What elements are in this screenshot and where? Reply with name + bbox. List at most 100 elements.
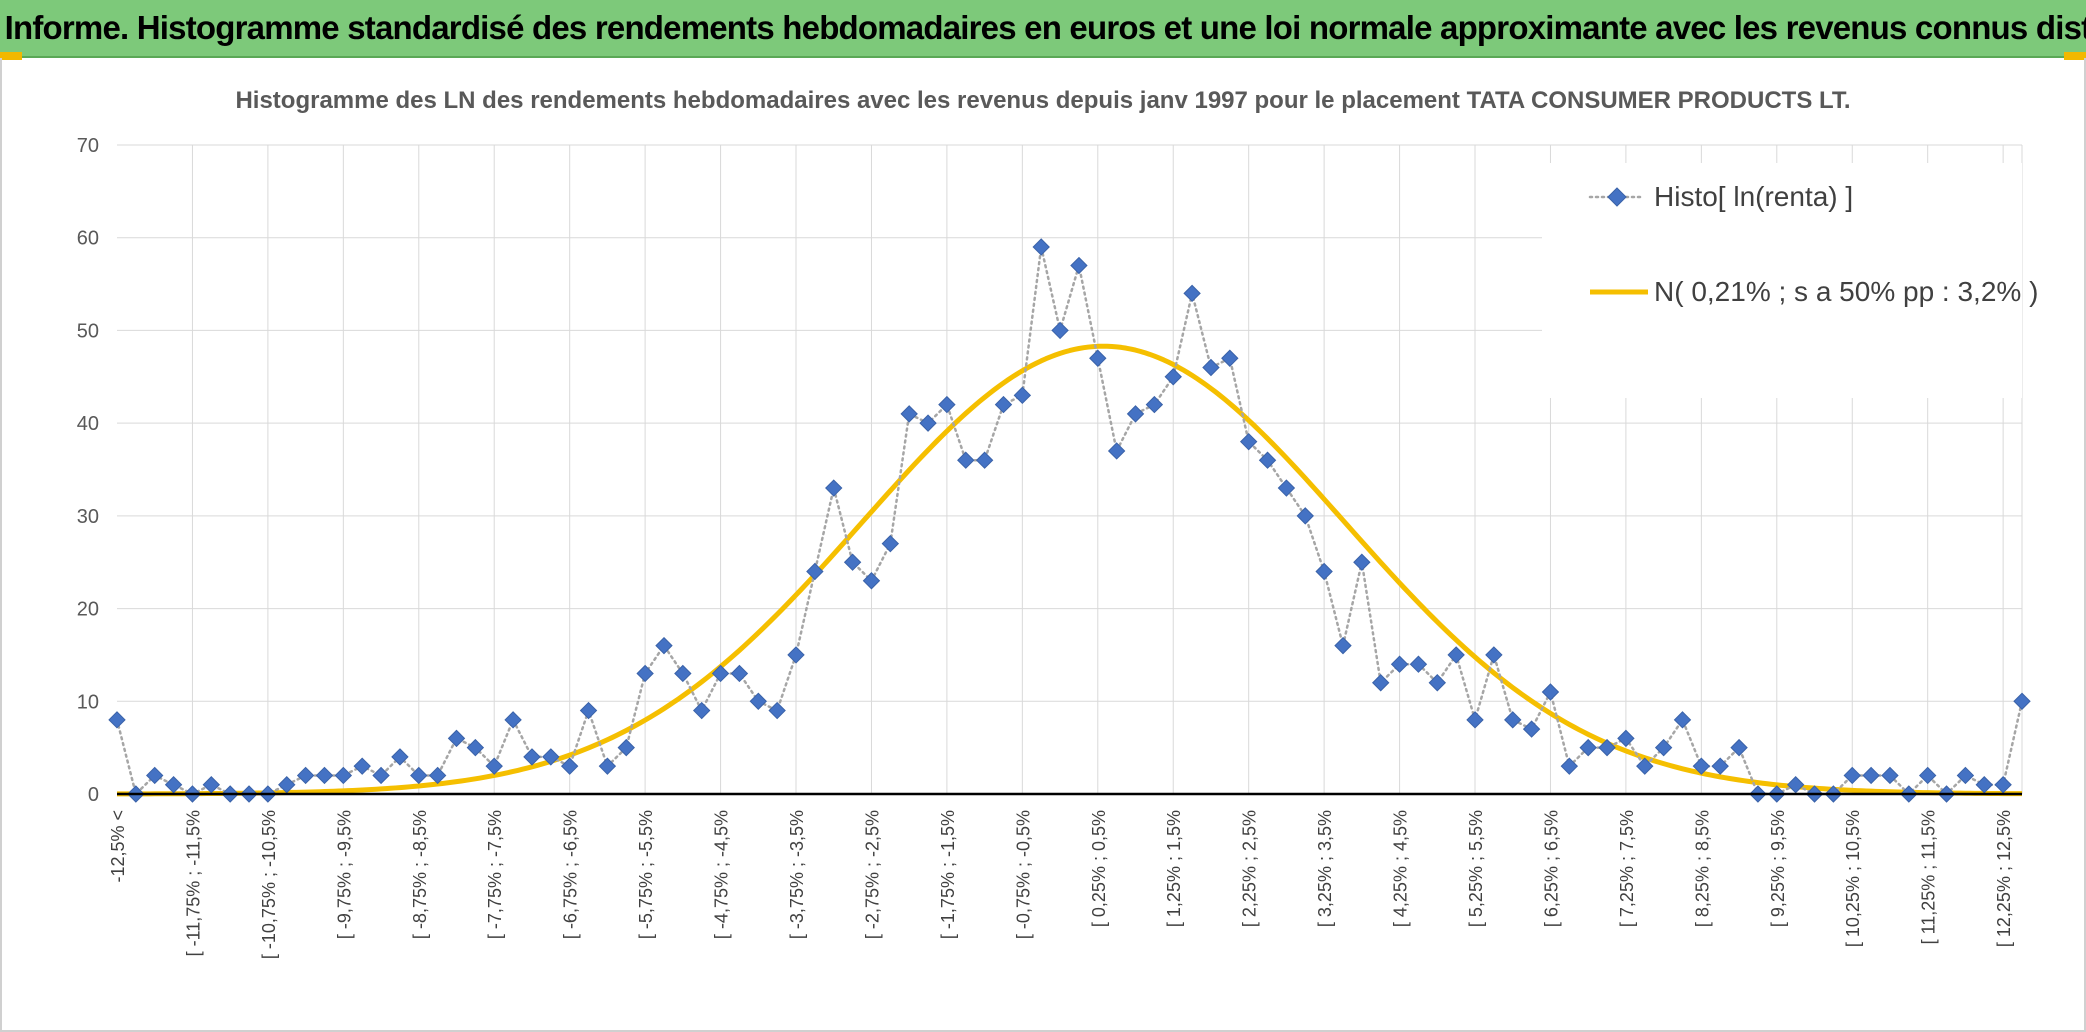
histo-point [1126, 405, 1145, 423]
histo-point [1598, 738, 1616, 757]
histo-point [1258, 451, 1277, 469]
histo-point [410, 766, 428, 785]
histo-point [1843, 766, 1861, 785]
histo-point [1541, 683, 1560, 701]
normal-curve [117, 343, 2023, 797]
histo-point [1372, 674, 1390, 692]
x-tick-label: [ -1,75% ; -1,5% [938, 810, 958, 939]
x-tick-label: [ -4,75% ; -4,5% [712, 810, 732, 939]
histo-point [825, 479, 843, 497]
x-tick-label: [ -8,75% ; -8,5% [410, 810, 430, 939]
x-tick-label: [ 11,25% ; 11,5% [1919, 810, 1939, 944]
x-tick-label: [ 2,25% ; 2,5% [1240, 810, 1260, 927]
histo-point [862, 572, 881, 590]
chart-title: Histogramme des LN des rendements hebdom… [235, 87, 1850, 114]
x-tick-label: [ 0,25% ; 0,5% [1089, 810, 1109, 927]
histo-point [202, 776, 221, 794]
histo-point [975, 451, 994, 469]
x-tick-label: [ -11,75% ; -11,5% [183, 810, 203, 956]
histo-point [1447, 646, 1465, 664]
histo-point [617, 738, 635, 757]
histo-point [1466, 711, 1484, 729]
histo-point [391, 748, 409, 766]
histo-point [1334, 636, 1352, 655]
x-tick-label: [ 7,25% ; 7,5% [1617, 810, 1637, 927]
histo-point [1277, 479, 1296, 497]
histo-point [1013, 386, 1032, 405]
histo-point [1485, 646, 1503, 664]
histo-point [560, 757, 579, 775]
legend-histo-label: Histo[ ln(renta) ] [1654, 181, 1853, 212]
histo-point [523, 748, 541, 766]
x-tick-label: [ 9,25% ; 9,5% [1768, 810, 1788, 927]
x-tick-label: [ 3,25% ; 3,5% [1315, 810, 1335, 927]
histo-point [164, 776, 183, 794]
histo-point [1409, 655, 1428, 673]
histo-point [881, 534, 900, 553]
report-title: ADAM Informe. Histogramme standardisé de… [0, 9, 2086, 46]
histo-point [1994, 776, 2012, 794]
y-tick-label: 50 [77, 320, 99, 342]
banner-corner-right [2064, 52, 2086, 60]
histo-point [1202, 358, 1220, 377]
histo-point [1107, 442, 1126, 460]
histo-point [1730, 738, 1748, 757]
x-tick-label: [ 6,25% ; 6,5% [1541, 810, 1561, 927]
histo-point [900, 405, 918, 423]
legend-histo-swatch [1588, 187, 1646, 207]
histo-point [711, 664, 730, 683]
y-tick-label: 30 [77, 506, 99, 528]
histo-point [1221, 349, 1239, 367]
legend-normal-label: N( 0,21% ; s a 50% pp : 3,2% ) [1654, 276, 2038, 307]
histogram-chart: Histogramme des LN des rendements hebdom… [77, 87, 2039, 959]
histo-point [1164, 368, 1182, 386]
histo-point [1636, 757, 1654, 775]
histo-point [1183, 284, 1201, 303]
legend: Histo[ ln(renta) ] N( 0,21% ; s a 50% pp… [1542, 163, 2038, 398]
histo-point [692, 701, 711, 720]
histo-point [1881, 766, 1899, 785]
histo-point [1654, 738, 1673, 757]
histo-point [447, 729, 466, 748]
y-tick-label: 20 [77, 599, 99, 621]
legend-background [1542, 163, 2022, 398]
histo-point [1617, 729, 1635, 748]
histo-point [636, 664, 654, 683]
histo-point [353, 757, 371, 775]
histo-point [1428, 674, 1447, 692]
y-tick-label: 10 [77, 691, 99, 713]
histo-point [1975, 776, 1993, 794]
histo-point [466, 738, 485, 757]
x-tick-label: [ -9,75% ; -9,5% [334, 810, 354, 939]
x-tick-label: [ -3,75% ; -3,5% [787, 810, 807, 939]
histo-point [1522, 720, 1541, 738]
histo-point [1032, 238, 1050, 256]
histo-point [1711, 757, 1729, 775]
histo-point [749, 692, 767, 710]
histo-point [1353, 553, 1371, 571]
histo-point [1390, 655, 1409, 673]
histo-point [787, 646, 805, 664]
histo-point [730, 664, 749, 683]
histo-point [1956, 766, 1975, 785]
x-tick-label: [ 5,25% ; 5,5% [1466, 810, 1486, 927]
histo-point [428, 766, 447, 785]
chart-frame: Histogramme des LN des rendements hebdom… [0, 58, 2086, 1032]
histo-point [768, 701, 786, 720]
histo-point [1692, 757, 1711, 775]
legend-histo-marker [1607, 187, 1627, 207]
histo-point [598, 757, 617, 775]
histogram-series-layer [108, 238, 2031, 803]
histo-point [296, 766, 315, 785]
histo-point [1239, 432, 1258, 451]
x-axis-ticks: -12,5% < [ -11,75% ; -11,5% [ -10,75% ; -1… [108, 810, 2014, 959]
histo-point [504, 711, 522, 729]
x-tick-label: [ 4,25% ; 4,5% [1391, 810, 1411, 927]
banner-corner-left [0, 52, 22, 60]
histo-point [278, 776, 296, 794]
histo-point [1296, 507, 1314, 525]
histo-point [108, 711, 126, 729]
histo-point [919, 414, 937, 432]
histo-point [957, 451, 975, 469]
histo-point [579, 701, 598, 720]
